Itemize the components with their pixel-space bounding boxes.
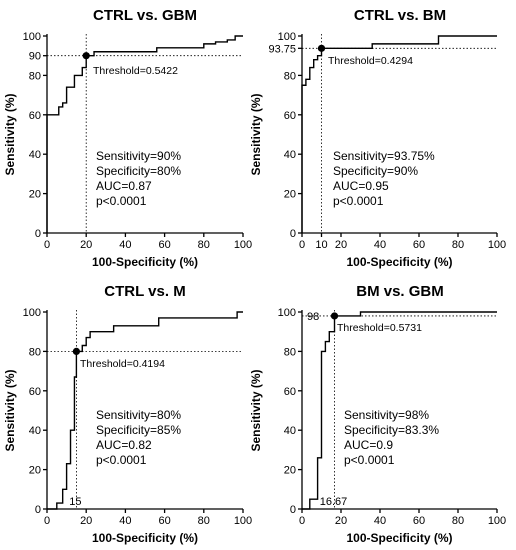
x-tick-label: 40 (374, 239, 386, 251)
x-tick-label: 60 (413, 239, 425, 251)
x-tick-label: 80 (198, 515, 210, 527)
y-tick-label: 0 (290, 504, 296, 516)
y-tick-label: 40 (29, 425, 41, 437)
stat-line: p<0.0001 (333, 194, 384, 208)
threshold-point (82, 52, 90, 60)
y-axis-label: Sensitivity (%) (3, 369, 17, 451)
y-tick-label: 100 (23, 31, 41, 43)
x-tick-label: 0 (44, 239, 50, 251)
y-tick-label: 40 (284, 425, 296, 437)
chart-title: CTRL vs. M (104, 283, 185, 300)
x-tick-label: 20 (80, 515, 92, 527)
y-tick-label: 60 (29, 110, 41, 122)
stat-line: Sensitivity=90% (96, 149, 181, 163)
x-tick-label: 0 (299, 239, 305, 251)
threshold-x-label: 16.67 (320, 496, 348, 508)
threshold-label: Threshold=0.5422 (93, 65, 178, 77)
chart-title: BM vs. GBM (356, 283, 444, 300)
roc-panel-bm-vs-gbm: BM vs. GBM 100-Specificity (%) Sensitivity… (249, 283, 506, 545)
x-tick-label: 40 (119, 515, 131, 527)
stat-line: p<0.0001 (344, 453, 395, 467)
stat-line: AUC=0.87 (96, 179, 152, 193)
x-tick-label: 0 (44, 515, 50, 527)
y-tick-label: 40 (29, 149, 41, 161)
x-tick-label: 100 (234, 239, 252, 251)
x-tick-label: 20 (335, 239, 347, 251)
x-tick-label: 20 (335, 515, 347, 527)
threshold-point (330, 312, 339, 320)
threshold-x-label: 15 (69, 496, 81, 508)
y-tick-label: 80 (29, 346, 41, 358)
x-tick-label: 80 (198, 239, 210, 251)
roc-curve-line (302, 311, 497, 510)
stat-line: Specificity=90% (333, 164, 418, 178)
y-tick-label: 100 (278, 31, 296, 43)
y-axis-label: Sensitivity (%) (249, 93, 263, 175)
x-tick-label: 0 (299, 515, 305, 527)
x-tick-label: 60 (158, 239, 170, 251)
x-tick-label: 20 (80, 239, 92, 251)
y-tick-label: 80 (29, 70, 41, 82)
stat-line: p<0.0001 (96, 194, 147, 208)
x-axis-label: 100-Specificity (%) (92, 531, 198, 545)
y-axis-label: Sensitivity (%) (3, 93, 17, 175)
y-axis-label: Sensitivity (%) (249, 369, 263, 451)
chart-title: CTRL vs. BM (354, 7, 446, 24)
stat-line: AUC=0.9 (344, 438, 393, 452)
x-tick-label: 40 (119, 239, 131, 251)
threshold-point (317, 44, 326, 52)
y-tick-label: 20 (29, 465, 41, 477)
y-tick-label: 80 (284, 346, 296, 358)
threshold-y-label: 98 (307, 311, 319, 323)
x-tick-label: 100 (488, 239, 506, 251)
stat-line: AUC=0.82 (96, 438, 152, 452)
y-tick-label: 90 (29, 51, 41, 63)
y-tick-label: 20 (284, 189, 296, 201)
roc-panel-ctrl-vs-gbm: CTRL vs. GBM 100-Specificity (%) Sensitivi… (3, 7, 252, 269)
threshold-label: Threshold=0.5731 (337, 322, 422, 334)
x-tick-label: 10 (315, 239, 327, 251)
y-tick-label: 100 (23, 307, 41, 319)
threshold-label: Threshold=0.4194 (80, 358, 165, 370)
y-tick-label: 93.75 (268, 43, 296, 55)
stat-line: p<0.0001 (96, 453, 147, 467)
threshold-label: Threshold=0.4294 (328, 55, 413, 67)
y-tick-label: 100 (278, 307, 296, 319)
y-tick-label: 20 (29, 189, 41, 201)
x-tick-label: 60 (158, 515, 170, 527)
x-tick-label: 80 (452, 515, 464, 527)
stat-line: Specificity=83.3% (344, 423, 439, 437)
y-tick-label: 0 (290, 228, 296, 240)
stat-line: Specificity=85% (96, 423, 181, 437)
y-tick-label: 40 (284, 149, 296, 161)
y-tick-label: 60 (29, 386, 41, 398)
threshold-point (72, 347, 80, 355)
y-tick-label: 60 (284, 110, 296, 122)
x-axis-label: 100-Specificity (%) (92, 255, 198, 269)
roc-panel-ctrl-vs-bm: CTRL vs. BM 100-Specificity (%) Sensitivit… (249, 7, 506, 269)
y-tick-label: 20 (284, 465, 296, 477)
x-axis-label: 100-Specificity (%) (346, 531, 452, 545)
y-tick-label: 0 (35, 504, 41, 516)
y-tick-label: 60 (284, 386, 296, 398)
y-tick-label: 0 (35, 228, 41, 240)
stat-line: AUC=0.95 (333, 179, 389, 193)
x-axis-label: 100-Specificity (%) (346, 255, 452, 269)
x-tick-label: 60 (413, 515, 425, 527)
stat-line: Sensitivity=80% (96, 408, 181, 422)
stat-line: Specificity=80% (96, 164, 181, 178)
stat-line: Sensitivity=98% (344, 408, 429, 422)
stat-line: Sensitivity=93.75% (333, 149, 435, 163)
x-tick-label: 80 (452, 239, 464, 251)
roc-panel-ctrl-vs-m: CTRL vs. M 100-Specificity (%) Sensitivity… (3, 283, 252, 545)
chart-title: CTRL vs. GBM (93, 7, 197, 24)
x-tick-label: 100 (488, 515, 506, 527)
roc-curve-line (301, 35, 497, 233)
x-tick-label: 100 (234, 515, 252, 527)
y-tick-label: 80 (284, 70, 296, 82)
x-tick-label: 40 (374, 515, 386, 527)
